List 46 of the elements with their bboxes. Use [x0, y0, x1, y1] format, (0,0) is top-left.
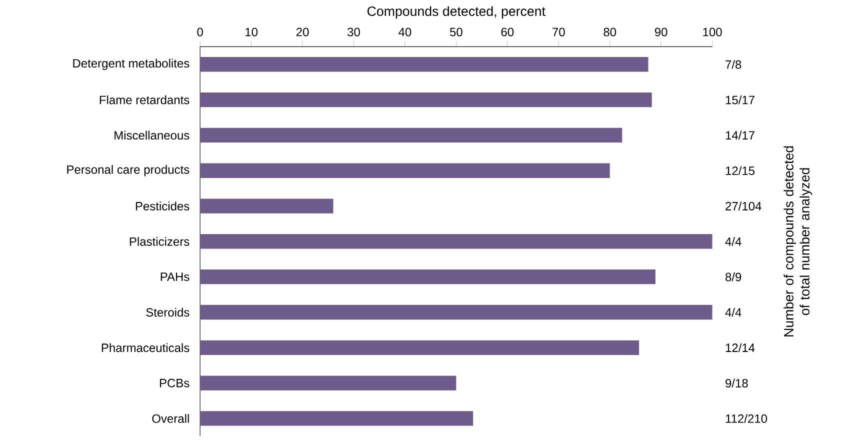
y-tick-label: Miscellaneous: [114, 130, 190, 140]
text: 27/104: [726, 202, 762, 210]
x-tick-label: 80: [604, 28, 616, 36]
text: 7/8: [726, 60, 742, 69]
x-tick-label: 30: [348, 28, 360, 36]
x-tick-label: 100: [703, 28, 722, 36]
text: 4/4: [725, 308, 742, 317]
bar: [200, 234, 712, 249]
x-tick-label: 0: [197, 28, 203, 36]
y-tick-label: Pesticides: [136, 202, 190, 210]
y-tick-label: Personal care products: [67, 164, 190, 176]
y-tick-label: Pharmaceuticals: [102, 343, 190, 352]
y-tick-label: Steroids: [146, 308, 190, 317]
x-tick-label: 50: [450, 28, 462, 36]
bar: [200, 376, 456, 390]
text: 12/14: [726, 343, 755, 352]
x-tick-label: 10: [246, 28, 258, 36]
y-tick-label: PAHs: [160, 272, 190, 281]
bar: [200, 340, 640, 355]
bar: [200, 128, 622, 142]
y-tick-label: Detergent metabolites: [73, 58, 190, 70]
x-tick-label: 70: [552, 28, 565, 36]
bar: [200, 163, 610, 178]
x-tick-label: 20: [296, 28, 309, 36]
x-tick-label: 90: [654, 28, 668, 36]
x-tick-label: 40: [398, 28, 412, 36]
text: 9/18: [726, 378, 748, 388]
bar: [200, 269, 656, 284]
text: 112/210: [726, 414, 768, 423]
x-axis-title: Compounds detected, percent: [368, 6, 546, 19]
bar: [200, 411, 474, 426]
bar: [200, 56, 648, 72]
text: 8/9: [726, 272, 742, 282]
text: 14/17: [726, 130, 754, 140]
y2-axis-title: Number of compounds detected of total number analyzed: [784, 146, 812, 336]
y-tick-label: PCBs: [160, 378, 190, 388]
x-tick-label: 60: [501, 28, 514, 36]
y-tick-label: Plasticizers: [130, 236, 190, 246]
text: 15/17: [726, 95, 754, 104]
y-tick-label: Overall: [152, 414, 189, 423]
bar: [200, 304, 712, 320]
bar: [200, 92, 652, 108]
text: 4/4: [725, 236, 742, 246]
bar: [200, 198, 334, 214]
text: 12/15: [726, 166, 755, 175]
y-tick-label: Flame retardants: [100, 95, 190, 104]
